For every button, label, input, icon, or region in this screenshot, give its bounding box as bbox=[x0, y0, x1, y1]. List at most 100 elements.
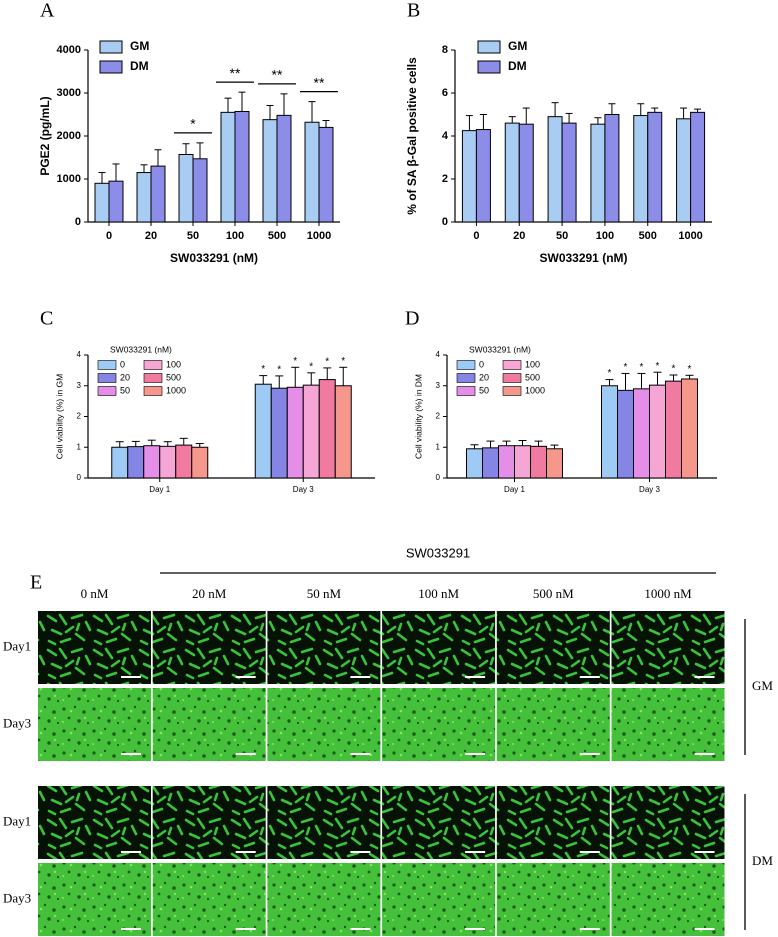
error-bar bbox=[522, 107, 530, 125]
bar bbox=[304, 121, 320, 223]
micrograph bbox=[152, 786, 266, 859]
panel-label: B bbox=[407, 0, 420, 22]
column-label: 500 nM bbox=[533, 586, 574, 601]
error-bar bbox=[280, 93, 288, 116]
row-label: Day1 bbox=[3, 638, 31, 653]
bar bbox=[633, 115, 649, 223]
error-bar bbox=[680, 107, 688, 119]
y-tick-label: 1000 bbox=[57, 173, 81, 185]
micrograph bbox=[382, 688, 496, 761]
error-bar bbox=[163, 441, 172, 447]
error-bar bbox=[140, 164, 148, 173]
x-tick-label: 0 bbox=[106, 230, 112, 242]
micrograph bbox=[267, 863, 381, 936]
bar bbox=[604, 114, 620, 223]
significance: * bbox=[325, 357, 329, 368]
bar bbox=[676, 118, 692, 223]
bar bbox=[504, 122, 520, 223]
error-bar bbox=[551, 102, 559, 117]
micrograph bbox=[611, 611, 725, 684]
error-bar bbox=[322, 120, 330, 128]
y-axis-label: % of SA β-Gal positive cells bbox=[405, 57, 419, 215]
legend-title: SW033291 (nM) bbox=[110, 344, 172, 354]
x-tick-label: 20 bbox=[513, 230, 525, 242]
significance: ** bbox=[314, 74, 325, 90]
significance: * bbox=[277, 365, 281, 376]
y-tick-label: 0 bbox=[442, 216, 448, 228]
micrograph bbox=[496, 863, 610, 936]
significance: * bbox=[309, 361, 313, 372]
error-bar bbox=[307, 372, 316, 386]
y-tick-label: 3 bbox=[436, 381, 441, 390]
panel-label: A bbox=[40, 0, 55, 22]
y-tick-label: 8 bbox=[442, 44, 448, 56]
error-bar bbox=[238, 91, 246, 112]
error-bar bbox=[98, 172, 106, 184]
bar bbox=[108, 180, 124, 223]
legend-swatch bbox=[477, 40, 501, 54]
micrograph bbox=[152, 611, 266, 684]
treatment-label: SW033291 bbox=[406, 545, 470, 560]
error-bar bbox=[115, 441, 124, 448]
error-bar bbox=[179, 437, 188, 446]
y-tick-label: 6 bbox=[442, 87, 448, 99]
y-tick-label: 0 bbox=[77, 473, 82, 482]
significance: * bbox=[341, 356, 345, 367]
legend-label: 500 bbox=[525, 372, 540, 382]
bar bbox=[601, 385, 618, 479]
bar bbox=[192, 158, 208, 223]
micrograph bbox=[611, 786, 725, 859]
row-label: Day1 bbox=[3, 813, 31, 828]
error-bar bbox=[685, 374, 694, 379]
significance: * bbox=[608, 368, 612, 379]
bar bbox=[178, 153, 194, 223]
significance: * bbox=[624, 362, 628, 373]
y-tick-label: 4 bbox=[442, 130, 449, 142]
panel-label: C bbox=[40, 308, 53, 330]
x-tick-label: 100 bbox=[226, 230, 244, 242]
legend-label: 20 bbox=[120, 372, 130, 382]
y-axis-label: Cell viability (%) in DM bbox=[413, 374, 423, 459]
legend-label: 50 bbox=[479, 385, 489, 395]
y-tick-label: 4 bbox=[436, 350, 441, 359]
x-tick-label: Day 3 bbox=[293, 485, 314, 494]
bar bbox=[547, 116, 563, 223]
y-axis-label: PGE2 (pg/mL) bbox=[38, 96, 52, 175]
bar bbox=[286, 386, 304, 479]
error-bar bbox=[195, 443, 204, 448]
error-bar bbox=[502, 440, 511, 446]
x-tick-label: Day 3 bbox=[639, 485, 660, 494]
legend-label: 500 bbox=[166, 372, 181, 382]
significance: ** bbox=[272, 67, 283, 83]
significance: * bbox=[640, 362, 644, 373]
error-bar bbox=[131, 440, 140, 447]
bar bbox=[191, 446, 209, 479]
legend-label: 0 bbox=[479, 359, 484, 369]
error-bar bbox=[112, 163, 120, 182]
bar bbox=[318, 379, 336, 479]
significance: * bbox=[190, 116, 196, 132]
bar bbox=[302, 384, 320, 479]
bar bbox=[649, 384, 666, 479]
bar bbox=[518, 123, 534, 223]
error-bar bbox=[470, 444, 479, 449]
legend-label: 100 bbox=[166, 359, 181, 369]
micrograph bbox=[382, 863, 496, 936]
error-bar bbox=[154, 149, 162, 167]
bar bbox=[111, 446, 129, 479]
bar bbox=[127, 446, 145, 479]
micrograph bbox=[382, 786, 496, 859]
bar bbox=[94, 182, 110, 223]
error-bar bbox=[291, 366, 300, 388]
error-bar bbox=[323, 367, 332, 380]
significance: * bbox=[688, 364, 692, 375]
error-bar bbox=[534, 440, 543, 447]
x-tick-label: 1000 bbox=[307, 230, 331, 242]
x-tick-label: Day 1 bbox=[149, 485, 170, 494]
y-tick-label: 0 bbox=[75, 216, 81, 228]
error-bar bbox=[147, 439, 156, 446]
bar bbox=[159, 445, 177, 479]
legend-label: 20 bbox=[479, 372, 489, 382]
y-tick-label: 4 bbox=[77, 350, 82, 359]
